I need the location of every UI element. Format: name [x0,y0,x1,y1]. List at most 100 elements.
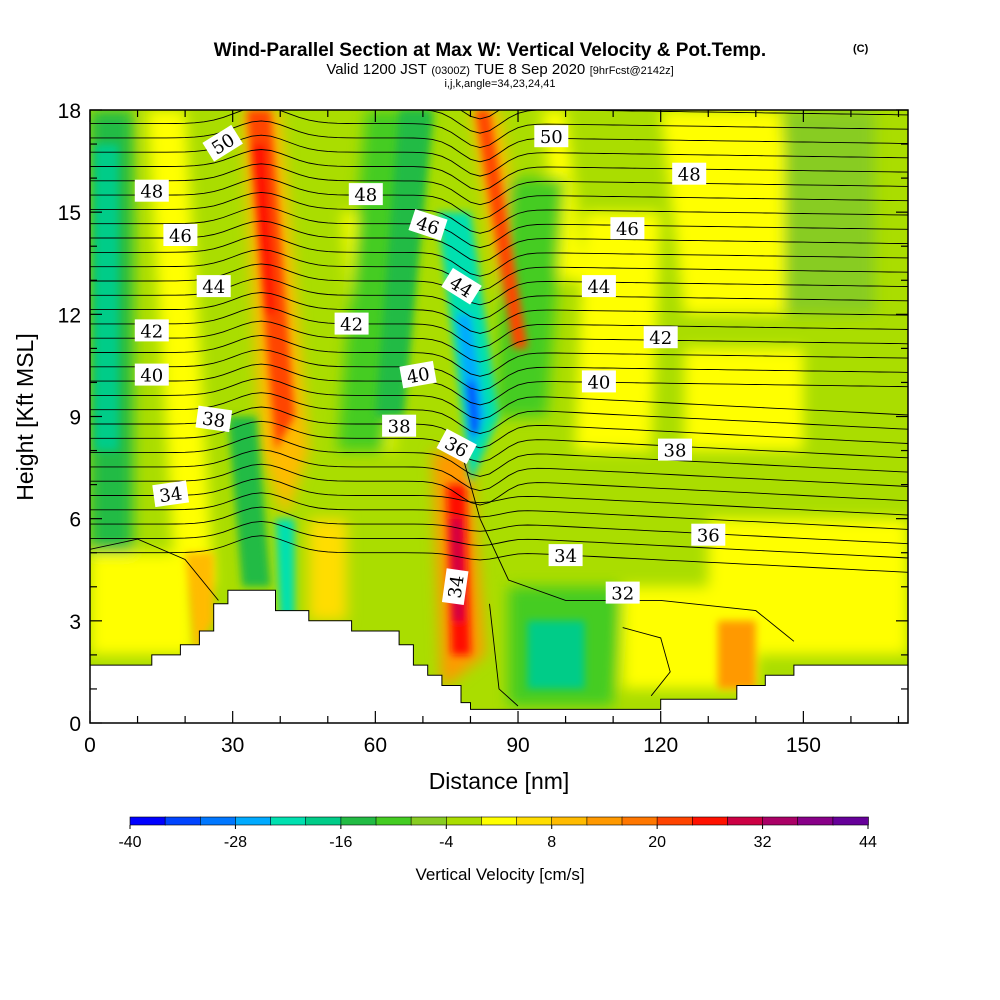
velocity-region [375,110,433,417]
contour-label: 40 [134,363,169,387]
theta-contour [90,163,908,206]
contour-label-text: 38 [388,417,411,438]
terrain-profile [90,589,908,723]
colorbar-tick-label: -4 [439,834,453,851]
x-tick-label: 30 [221,734,244,757]
contour-label-box [134,179,169,202]
contour-label-box [436,428,477,465]
contour-label-box [348,183,383,206]
theta-contour [90,263,908,306]
colorbar-tick-label: 8 [547,834,556,851]
theta-contour [90,220,908,263]
theta-contour [90,535,908,573]
contour-label-box [382,414,417,437]
contour-label-text: 34 [158,483,184,507]
colorbar-swatch [691,816,729,826]
y-tick-label: 9 [69,407,81,430]
colorbar-tick-label: -16 [329,834,352,851]
contour-label-box [643,326,678,349]
contour-label-text: 44 [202,277,225,298]
colorbar-tick-label: -28 [224,834,247,851]
contour-label: 44 [441,267,482,305]
contour-label-text: 40 [405,364,431,389]
contour-label: 46 [610,217,645,240]
axis-ticks [89,109,908,724]
theta-contour [90,234,908,277]
colorbar-tick-label: 32 [754,834,772,851]
contour-label-text: 32 [611,584,634,605]
contour-label-text: 46 [616,219,639,240]
colorbar-swatch [656,816,693,826]
contour-label-box [196,275,231,298]
contour-label: 42 [134,319,169,342]
theta-contour [90,206,908,249]
colorbar-swatch [551,816,588,826]
contour-label-box [534,125,569,148]
velocity-region [527,620,585,689]
terrain [90,589,908,723]
theta-contour [622,627,671,697]
colorbar-swatch [164,816,202,826]
velocity-region [94,144,119,451]
colorbar-swatch [129,816,166,826]
contour-label-box [163,224,198,246]
x-tick-label: 0 [84,734,96,757]
contour-label-text: 44 [587,277,610,298]
contour-label-text: 36 [697,526,720,547]
y-tick-label: 3 [69,611,81,634]
theta-contour [90,177,908,220]
velocity-region [475,110,528,349]
colorbar-swatch [832,816,869,826]
theta-contour [90,349,908,392]
colorbar-label: Vertical Velocity [cm/s] [415,865,584,884]
theta-contour [90,392,908,434]
contour-label-box [581,275,616,298]
y-tick-label: 18 [58,100,81,123]
velocity-region [90,552,195,655]
contour-label-box [672,162,707,185]
contour-label: 36 [691,523,726,547]
contour-label-box [334,312,369,335]
contour-label: 42 [643,326,678,349]
colorbar-swatch [621,816,658,826]
theta-contour [90,492,908,530]
velocity-region [684,348,804,451]
valid-utc: (0300Z) [431,65,470,77]
contour-label-text: 42 [649,328,672,349]
contour-label: 34 [441,568,469,606]
contour-label-box [548,544,583,567]
contour-label-box [202,124,243,162]
velocity-region [784,110,875,315]
theta-contour [90,334,908,377]
colorbar-swatch [445,816,483,826]
contour-label-box [441,267,482,305]
contour-label: 40 [399,360,437,389]
colorbar-tick-label: 20 [648,834,666,851]
grid-indices: i,j,k,angle=34,23,24,41 [444,78,555,90]
theta-contour [90,506,908,545]
contour-label-text: 42 [140,321,163,342]
contour-label-box [658,438,692,461]
colorbar-swatch [375,816,412,826]
contour-label: 38 [382,414,417,438]
contour-label-box [605,581,640,604]
contour-label-text: 40 [140,366,163,387]
contour-label-text: 48 [140,182,163,203]
contour-label: 40 [581,370,616,393]
colorbar-swatch [200,816,237,826]
colorbar-swatch [270,816,307,826]
contour-label-text: 38 [201,408,227,432]
contour-label: 32 [605,581,640,605]
contour-label-text: 48 [354,185,377,206]
y-tick-label: 6 [69,509,81,532]
theta-contours [90,110,908,707]
theta-contour [90,110,908,148]
contour-label: 34 [548,544,583,567]
y-tick-label: 15 [58,202,81,225]
theta-contour [90,306,908,349]
contour-label: 50 [534,125,569,148]
contour-label: 48 [134,179,169,203]
